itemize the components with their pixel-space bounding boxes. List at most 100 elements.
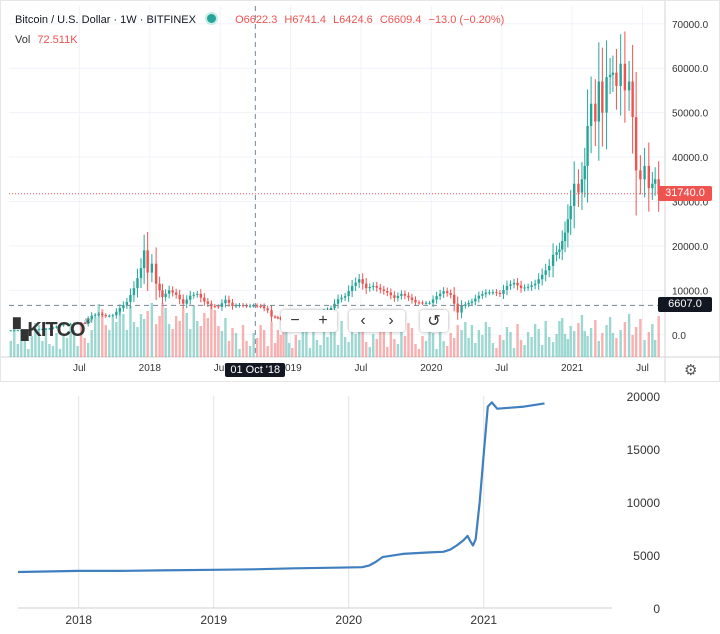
y-tick-label: 30000.0 [672,197,709,208]
volume-bar [566,339,570,357]
candle-body [512,282,516,285]
candle-body [217,306,220,308]
price-chart-canvas[interactable]: 70000.0 60000.0 50000.0 40000.0 30000.0 20000… [1,1,720,383]
volume-bar [509,332,512,357]
candle-body [548,265,551,271]
candle-body [94,314,97,316]
volume-bar [580,315,584,357]
candle-body [586,125,589,166]
candle-body [231,302,234,306]
volume-bar [189,329,192,357]
candle-body [597,81,601,122]
x-tick-label: Jul [495,363,508,374]
volume-bar [601,333,604,357]
candle-body [386,291,389,293]
volume-bar [282,322,285,357]
candle-body [210,303,213,306]
chart-legend: Bitcoin / U.S. Dollar · 1W · BITFINEX O6… [15,12,508,26]
volume-bar [270,322,273,357]
volume-bar [294,335,298,357]
candle-body [605,77,608,113]
candle-body [611,72,615,75]
candle-body [79,322,83,324]
volume-bar [452,338,456,357]
candle-body [136,278,139,289]
volume-bar [372,334,375,357]
candle-body [276,317,280,319]
x-tick-label: 2020 [335,613,362,627]
volume-bar [329,324,333,357]
zoom-out-button[interactable]: − [290,312,300,329]
volume-bar [161,303,164,357]
x-tick-label: Jul [73,363,86,374]
y-tick-label: 15000 [627,443,661,457]
volume-bar [79,322,83,357]
candle-body [563,232,567,242]
volume-bar [167,324,171,357]
y-tick-label: 40000.0 [672,153,709,164]
volume-bar [90,330,93,357]
volume-bar [118,309,122,357]
volume-bar [653,340,657,357]
volume-bar [174,316,178,357]
volume-bar [266,346,269,357]
symbol-name: Bitcoin / U.S. Dollar [15,14,111,26]
volume-bar [9,341,12,357]
volume-bar [424,341,428,357]
volume-bar [115,322,118,357]
volume-bar [196,321,199,357]
candle-body [125,301,129,306]
volume-bar [627,314,631,357]
x-tick-label: 2018 [65,613,92,627]
x-tick-label: 2021 [561,363,584,374]
volume-bar [58,349,62,357]
volume-bar [206,318,210,357]
volume-bar [333,329,336,357]
volume-bar [20,331,23,357]
zoom-in-button[interactable]: + [318,312,328,329]
volume-bar [129,306,132,357]
candle-body [164,293,167,298]
candle-body [537,279,540,284]
candle-body [255,305,259,307]
volume-bar [396,344,400,357]
candle-body [27,329,30,331]
candle-body [526,286,530,288]
candle-body [224,299,227,304]
volume-legend: Vol 72.511K [15,34,78,46]
volume-bar [86,343,90,357]
candle-body [167,290,171,294]
volume-bar [273,343,277,357]
candle-body [343,296,347,298]
candle-body [382,289,386,292]
candle-body [488,292,491,294]
candle-body [561,241,564,250]
volume-bar [210,305,213,357]
volume-bar [65,338,69,357]
volume-bar [460,330,463,357]
candle-body [178,294,181,300]
scroll-right-button[interactable]: › [388,312,394,329]
gear-icon[interactable]: ⚙ [684,362,698,379]
candle-body [101,313,104,316]
exchange-label: BITFINEX [146,14,196,26]
volume-bar [51,346,55,357]
volume-bar [435,349,438,357]
volume-bar [533,324,537,357]
candle-body [248,305,252,307]
volume-bar [340,321,343,357]
reset-chart-icon[interactable]: ↺ [427,313,441,330]
volume-bar [519,340,523,357]
candle-body [589,103,593,126]
crosshair-date-tag: 01 Oct '18 [225,363,286,377]
x-tick-label: Jul [636,363,649,374]
price-chart-panel[interactable]: 70000.0 60000.0 50000.0 40000.0 30000.0 20000… [0,0,720,383]
volume-bar [104,325,107,357]
volume-bar [301,327,305,357]
scroll-left-button[interactable]: ‹ [360,312,366,329]
volume-bar [611,333,615,357]
volume-bar [55,333,58,357]
volume-bar [477,330,481,357]
volume-bar [16,344,19,357]
candle-body [498,293,502,295]
